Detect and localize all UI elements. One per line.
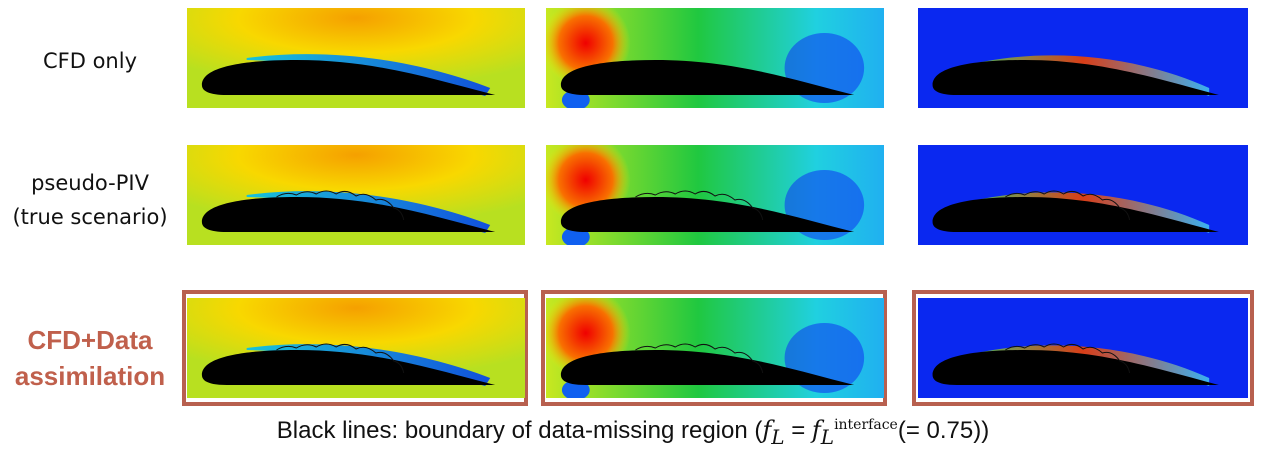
caption-text: (= 0.75)) — [897, 417, 990, 444]
math-eq: = — [784, 417, 812, 444]
label-line: assimilation — [14, 361, 166, 391]
row-label-pseudo-piv: pseudo-PIV (true scenario) — [0, 166, 180, 234]
math-subscript: L — [820, 424, 835, 449]
caption: Black lines: boundary of data-missing re… — [0, 416, 1266, 450]
label-line: CFD only — [42, 49, 137, 73]
math-superscript: interface — [834, 417, 898, 433]
math-symbol: f — [762, 416, 772, 444]
math-symbol: f — [811, 416, 821, 444]
math-subscript: L — [771, 424, 785, 449]
highlight-frame — [912, 290, 1254, 406]
flow-field-image — [918, 8, 1248, 108]
flow-field-image — [918, 298, 1248, 398]
label-line: pseudo-PIV — [31, 171, 149, 195]
highlight-frame — [541, 290, 887, 406]
flow-field-image — [187, 8, 525, 108]
row-label-cfd-data-assimilation: CFD+Data assimilation — [0, 322, 180, 394]
flow-field-image — [187, 145, 525, 245]
row-label-cfd-only: CFD only — [0, 44, 180, 78]
flow-field-image — [546, 8, 884, 108]
flow-field-image — [918, 145, 1248, 245]
flow-field-image — [546, 298, 884, 398]
highlight-frame — [182, 290, 528, 406]
label-line: (true scenario) — [12, 205, 168, 229]
label-line: CFD+Data — [27, 325, 153, 355]
caption-text: Black lines: boundary of data-missing re… — [276, 417, 763, 444]
flow-field-image — [187, 298, 525, 398]
flow-field-image — [546, 145, 884, 245]
